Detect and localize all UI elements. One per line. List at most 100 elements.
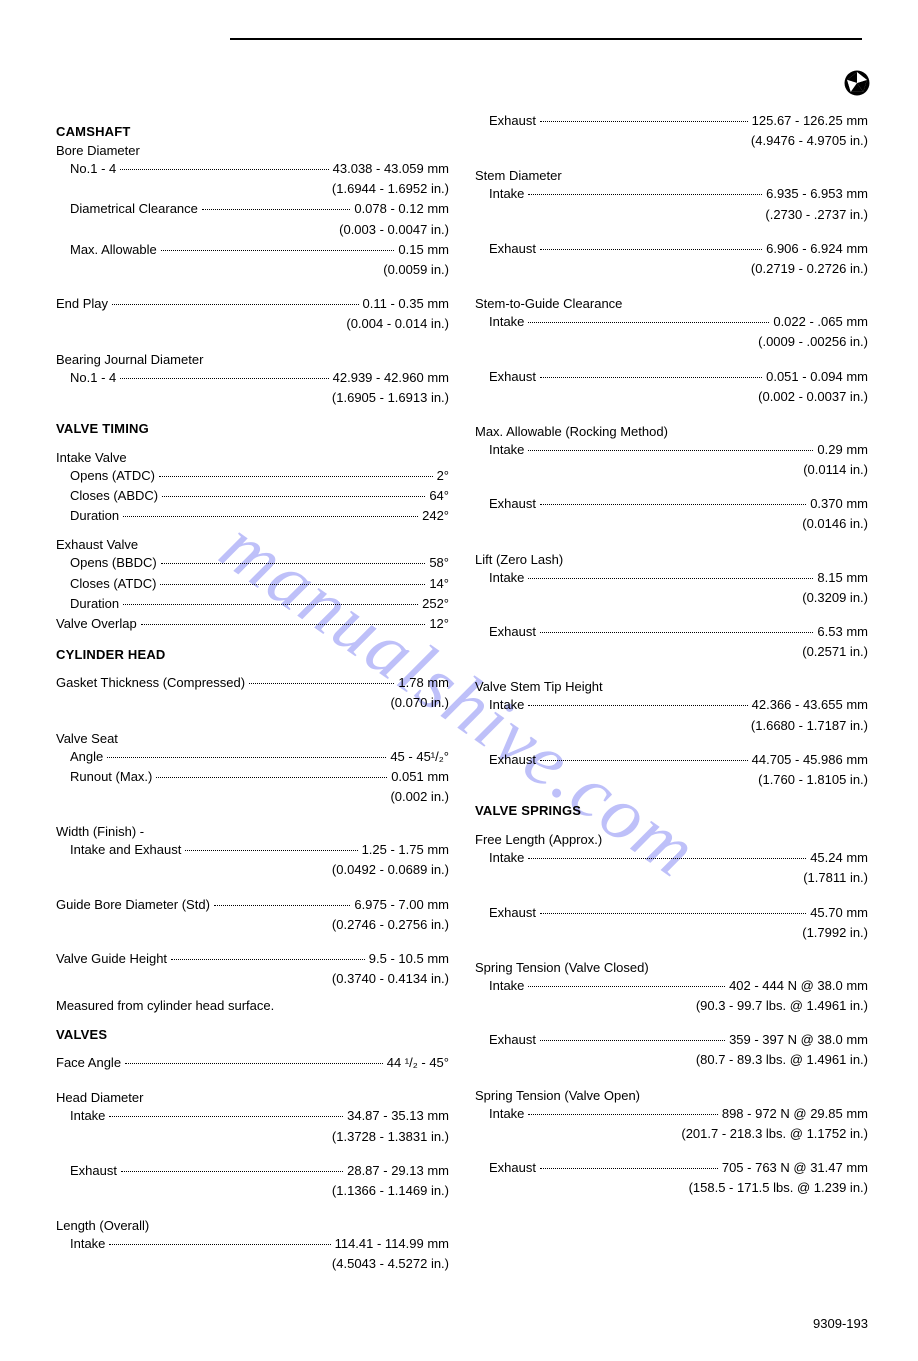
max-rocking-label: Max. Allowable (Rocking Method)	[475, 424, 868, 439]
spec-row: Intake and Exhaust 1.25 - 1.75 mm	[56, 841, 449, 859]
spec-value: 114.41 - 114.99 mm	[335, 1235, 449, 1253]
spec-row: Opens (BBDC)58°	[56, 554, 449, 572]
left-column: CAMSHAFT Bore Diameter No.1 - 443.038 - …	[56, 110, 449, 1276]
spec-row: Intake45.24 mm	[475, 849, 868, 867]
spec-value: 8.15 mm	[817, 569, 868, 587]
leader-dots	[528, 986, 725, 987]
spec-label: Exhaust	[489, 1031, 536, 1049]
intake-valve-label: Intake Valve	[56, 450, 449, 465]
leader-dots	[202, 209, 350, 210]
spec-value-alt: (0.002 in.)	[56, 788, 449, 806]
leader-dots	[107, 757, 386, 758]
spec-value-alt: (80.7 - 89.3 lbs. @ 1.4961 in.)	[475, 1051, 868, 1069]
spec-row: Guide Bore Diameter (Std) 6.975 - 7.00 mm	[56, 896, 449, 914]
spec-label: Duration	[70, 507, 119, 525]
spec-row: No.1 - 442.939 - 42.960 mm	[56, 369, 449, 387]
spec-value: 125.67 - 126.25 mm	[752, 112, 868, 130]
spec-value: 1.25 - 1.75 mm	[362, 841, 449, 859]
spec-value: 45.70 mm	[810, 904, 868, 922]
spec-value: 64°	[429, 487, 449, 505]
spec-row: Gasket Thickness (Compressed)1.78 mm	[56, 674, 449, 692]
spec-row: Intake6.935 - 6.953 mm	[475, 185, 868, 203]
valve-springs-heading: VALVE SPRINGS	[475, 803, 868, 818]
spec-value: 34.87 - 35.13 mm	[347, 1107, 449, 1125]
spec-row: Closes (ABDC) 64°	[56, 487, 449, 505]
spec-value-alt: (1.7811 in.)	[475, 869, 868, 887]
spec-value: 0.29 mm	[817, 441, 868, 459]
spring-tension-open-label: Spring Tension (Valve Open)	[475, 1088, 868, 1103]
spec-value-alt: (1.6680 - 1.7187 in.)	[475, 717, 868, 735]
leader-dots	[125, 1063, 383, 1064]
tip-height-label: Valve Stem Tip Height	[475, 679, 868, 694]
leader-dots	[528, 1114, 717, 1115]
head-diameter-label: Head Diameter	[56, 1090, 449, 1105]
spec-value-alt: (4.9476 - 4.9705 in.)	[475, 132, 868, 150]
leader-dots	[540, 504, 806, 505]
spec-label: Closes (ATDC)	[70, 575, 156, 593]
spec-value: 1.78 mm	[398, 674, 449, 692]
spec-label: No.1 - 4	[70, 160, 116, 178]
spec-value-alt: (0.0059 in.)	[56, 261, 449, 279]
spec-row: Exhaust6.906 - 6.924 mm	[475, 240, 868, 258]
spec-row: Runout (Max.)0.051 mm	[56, 768, 449, 786]
spec-label: Intake	[489, 696, 524, 714]
spec-label: Opens (ATDC)	[70, 467, 155, 485]
spec-value-alt: (0.0492 - 0.0689 in.)	[56, 861, 449, 879]
spec-label: Intake	[489, 1105, 524, 1123]
leader-dots	[161, 563, 426, 564]
cyl-head-heading: CYLINDER HEAD	[56, 647, 449, 662]
spec-label: Exhaust	[489, 623, 536, 641]
spec-value: 45 - 45¹/₂°	[390, 748, 449, 766]
leader-dots	[528, 858, 806, 859]
spec-value-alt: (.2730 - .2737 in.)	[475, 206, 868, 224]
spec-value: 44.705 - 45.986 mm	[752, 751, 868, 769]
spec-value: 43.038 - 43.059 mm	[333, 160, 449, 178]
spec-value: 6.935 - 6.953 mm	[766, 185, 868, 203]
leader-dots	[185, 850, 357, 851]
spec-value: 898 - 972 N @ 29.85 mm	[722, 1105, 868, 1123]
spec-value-alt: (4.5043 - 4.5272 in.)	[56, 1255, 449, 1273]
bjd-label: Bearing Journal Diameter	[56, 352, 449, 367]
spec-value-alt: (158.5 - 171.5 lbs. @ 1.239 in.)	[475, 1179, 868, 1197]
leader-dots	[109, 1244, 330, 1245]
two-column-layout: CAMSHAFT Bore Diameter No.1 - 443.038 - …	[0, 40, 918, 1316]
spec-label: Angle	[70, 748, 103, 766]
spec-value-alt: (0.2746 - 0.2756 in.)	[56, 916, 449, 934]
leader-dots	[540, 121, 748, 122]
spec-row: Intake0.022 - .065 mm	[475, 313, 868, 331]
spec-label: Exhaust	[489, 112, 536, 130]
pentastar-logo	[844, 70, 870, 96]
spec-value: 0.11 - 0.35 mm	[363, 295, 449, 313]
spec-value: 58°	[429, 554, 449, 572]
spec-value-alt: (90.3 - 99.7 lbs. @ 1.4961 in.)	[475, 997, 868, 1015]
stem-guide-clearance-label: Stem-to-Guide Clearance	[475, 296, 868, 311]
spec-label: Intake and Exhaust	[70, 841, 181, 859]
spec-row: Exhaust28.87 - 29.13 mm	[56, 1162, 449, 1180]
spec-value-alt: (0.070 in.)	[56, 694, 449, 712]
spec-label: Guide Bore Diameter (Std)	[56, 896, 210, 914]
spec-row: Closes (ATDC)14°	[56, 575, 449, 593]
spec-label: Runout (Max.)	[70, 768, 152, 786]
spec-value-alt: (1.3728 - 1.3831 in.)	[56, 1128, 449, 1146]
spec-value: 42.939 - 42.960 mm	[333, 369, 449, 387]
spec-row: Exhaust45.70 mm	[475, 904, 868, 922]
spec-value-alt: (201.7 - 218.3 lbs. @ 1.1752 in.)	[475, 1125, 868, 1143]
spec-row: Intake402 - 444 N @ 38.0 mm	[475, 977, 868, 995]
spec-row: Intake8.15 mm	[475, 569, 868, 587]
spec-value-alt: (1.760 - 1.8105 in.)	[475, 771, 868, 789]
spec-label: Exhaust	[489, 495, 536, 513]
spec-value-alt: (0.3740 - 0.4134 in.)	[56, 970, 449, 988]
spec-value-alt: (0.002 - 0.0037 in.)	[475, 388, 868, 406]
spec-label: Closes (ABDC)	[70, 487, 158, 505]
leader-dots	[540, 913, 806, 914]
leader-dots	[528, 194, 762, 195]
spec-value-alt: (0.0114 in.)	[475, 461, 868, 479]
leader-dots	[156, 777, 387, 778]
spec-value: 6.975 - 7.00 mm	[354, 896, 449, 914]
leader-dots	[540, 632, 813, 633]
leader-dots	[162, 496, 425, 497]
leader-dots	[540, 1168, 718, 1169]
leader-dots	[540, 249, 762, 250]
spec-label: Exhaust	[489, 1159, 536, 1177]
spec-row: Exhaust359 - 397 N @ 38.0 mm	[475, 1031, 868, 1049]
